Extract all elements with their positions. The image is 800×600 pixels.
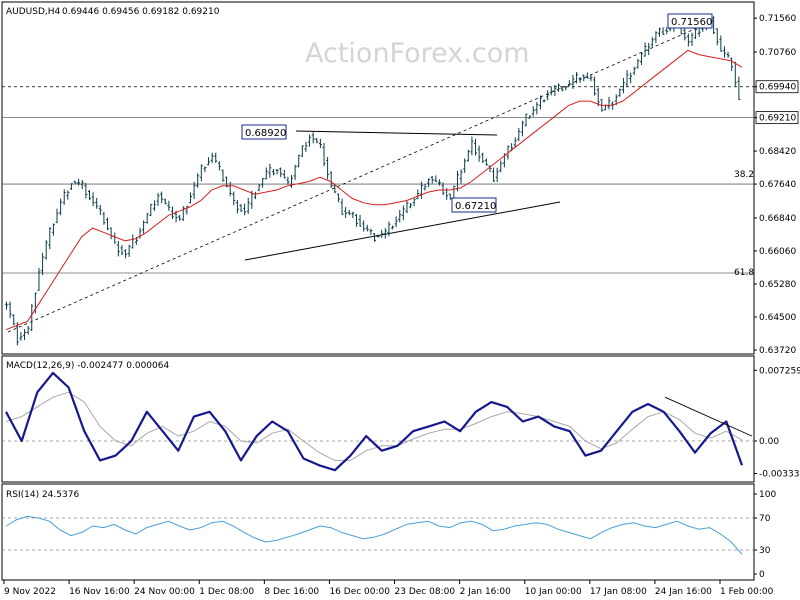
price-y-axis: 0.71560 0.70760 0.69940 0.69210 0.68420 0.676…: [754, 14, 799, 356]
rsi-lines: [2, 515, 754, 555]
fib-618-label: 61.8: [734, 268, 754, 278]
x-tick-label: 1 Dec 08:00: [199, 587, 254, 597]
price-tick-label: 0.63720: [759, 346, 796, 356]
x-tick-label: 24 Nov 00:00: [134, 587, 195, 597]
rsi-line: [5, 515, 743, 555]
price-levels: [2, 86, 754, 274]
moving-average: [5, 49, 743, 331]
fib-382-label: 38.2: [734, 170, 754, 180]
low-annotation: 0.67210: [451, 197, 497, 213]
rsi-tick-label: 30: [759, 546, 771, 556]
x-tick-label: 8 Dec 16:00: [264, 587, 319, 597]
price-tick-label: 0.65280: [759, 280, 796, 290]
trend-channel-dashed: [7, 19, 716, 333]
x-tick-label: 23 Dec 08:00: [395, 587, 456, 597]
rsi-y-axis: 100 70 30 0: [754, 490, 776, 580]
triangle-lower-trendline: [244, 201, 561, 261]
chart-ohlc: 0.69446 0.69456 0.69182 0.69210: [62, 7, 220, 17]
rsi-title: RSI(14) 24.5376: [6, 490, 79, 500]
rsi-tick-label: 0: [759, 570, 765, 580]
time-x-axis: 9 Nov 2022 16 Nov 16:00 24 Nov 00:00 1 Dec …: [3, 580, 774, 597]
rsi-panel-frame: [1, 483, 755, 581]
price-tick-label: 0.71560: [759, 14, 796, 24]
low-label: 0.67210: [455, 201, 496, 212]
price-tick-label: 0.66060: [759, 247, 796, 257]
macd-tick-label: 0.007259: [759, 366, 800, 376]
x-tick-label: 17 Jan 08:00: [590, 587, 647, 597]
price-tick-label: 0.64500: [759, 313, 796, 323]
price-tick-label: 0.70760: [759, 48, 796, 58]
rsi-tick-label: 100: [759, 490, 776, 500]
price-bars: [5, 13, 741, 346]
mid-label: 0.68920: [245, 128, 286, 139]
price-tick-label: 0.68420: [759, 147, 796, 157]
price-tick-label: 0.69210: [759, 114, 796, 124]
macd-main-line: [5, 371, 744, 472]
macd-panel-frame: [1, 355, 755, 483]
x-tick-label: 9 Nov 2022: [4, 587, 56, 597]
x-tick-label: 2 Jan 16:00: [460, 587, 512, 597]
ma-series-line: [5, 49, 743, 331]
x-tick-label: 1 Feb 00:00: [720, 587, 774, 597]
high-annotation: 0.71560: [667, 13, 713, 29]
trendlines: [7, 19, 716, 333]
price-tick-label: 0.67640: [759, 180, 796, 190]
macd-tick-label: 0.00: [759, 437, 779, 447]
macd-signal-line: [5, 391, 743, 461]
chart-symbol: AUDUSD,H4: [6, 7, 61, 17]
x-tick-label: 24 Jan 16:00: [655, 587, 712, 597]
rsi-tick-label: 70: [759, 514, 771, 524]
price-tick-label: 0.66840: [759, 214, 796, 224]
x-tick-label: 16 Nov 16:00: [69, 587, 130, 597]
x-tick-label: 10 Jan 00:00: [525, 587, 582, 597]
macd-title: MACD(12,26,9) -0.002477 0.000064: [6, 361, 169, 371]
price-tick-label: 0.69940: [759, 83, 796, 93]
high-label: 0.71560: [671, 17, 712, 28]
macd-lines: [2, 371, 754, 472]
mid-annotation: 0.68920: [241, 124, 287, 140]
macd-tick-label: -0.003339: [759, 469, 800, 479]
triangle-upper-trendline: [295, 130, 498, 136]
watermark: ActionForex.com: [305, 38, 530, 69]
macd-y-axis: 0.007259 0.00 -0.003339: [754, 366, 800, 479]
macd-divergence-line: [664, 396, 753, 437]
price-panel-frame: [1, 1, 755, 355]
x-tick-label: 16 Dec 00:00: [329, 587, 390, 597]
